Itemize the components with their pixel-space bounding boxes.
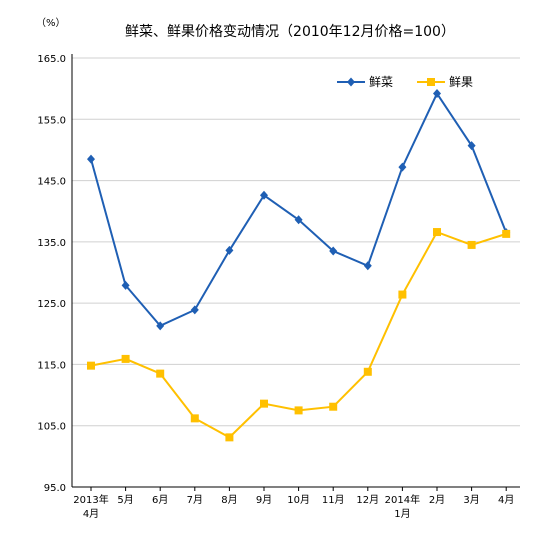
data-point <box>121 280 130 290</box>
data-point <box>294 406 303 415</box>
data-point <box>363 261 372 271</box>
data-point <box>502 229 511 238</box>
data-point <box>467 141 476 151</box>
series-1 <box>87 89 511 331</box>
x-tick-label: 5月 <box>117 494 133 506</box>
data-point <box>467 240 476 249</box>
x-tick-label: 2月 <box>429 494 445 506</box>
y-tick-label: 115.0 <box>37 360 66 371</box>
x-tick-label: 10月 <box>287 494 310 506</box>
y-unit-label: （%） <box>36 17 66 29</box>
x-tick-label: 9月 <box>256 494 272 506</box>
y-tick-label: 105.0 <box>37 422 66 433</box>
legend-label: 鲜菜 <box>369 75 393 89</box>
data-point <box>156 321 165 331</box>
legend-item-1: 鲜菜 <box>337 75 393 89</box>
data-point <box>260 399 268 408</box>
data-point <box>156 369 165 378</box>
axes: 95.0 105.0 115.0 125.0 135.0 145.0 155.0 165.0 2… <box>37 54 520 520</box>
x-tick-label: 8月 <box>221 494 237 506</box>
data-point <box>190 414 199 423</box>
x-tick-label: 6月 <box>152 494 168 506</box>
x-tick-label: 12月 <box>356 494 379 506</box>
data-point <box>260 190 268 200</box>
y-tick-label: 125.0 <box>37 299 66 310</box>
legend-item-2: 鲜果 <box>417 75 473 89</box>
series-group <box>87 89 511 442</box>
data-point <box>87 361 95 370</box>
y-tick-label: 95.0 <box>44 483 66 494</box>
data-point <box>294 215 303 225</box>
gridlines <box>72 57 520 427</box>
y-tick-label: 145.0 <box>37 177 66 188</box>
data-point <box>398 290 407 299</box>
x-tick-label: 2014年 1月 <box>385 493 420 520</box>
x-tick-label: 11月 <box>322 494 345 506</box>
y-tick-label: 155.0 <box>37 115 66 126</box>
data-point <box>329 402 338 411</box>
data-point <box>433 228 441 237</box>
data-point <box>190 305 199 315</box>
data-point <box>329 246 338 256</box>
data-point <box>398 162 407 172</box>
chart-title: 鲜菜、鲜果价格变动情况（2010年12月价格=100） <box>125 24 455 40</box>
data-point <box>433 89 441 99</box>
data-point <box>87 154 95 164</box>
x-tick-label: 2013年 4月 <box>73 493 108 520</box>
y-tick-label: 135.0 <box>37 238 66 249</box>
series-line <box>90 91 508 328</box>
data-point <box>225 245 234 255</box>
legend-label: 鲜果 <box>449 75 473 89</box>
legend-swatch-marker <box>427 78 435 86</box>
legend: 鲜菜 鲜果 <box>337 75 473 89</box>
x-tick-label: 7月 <box>187 494 203 506</box>
data-point <box>121 354 130 363</box>
data-point <box>363 367 372 376</box>
legend-swatch-marker <box>347 77 355 87</box>
y-tick-label: 165.0 <box>37 54 66 65</box>
x-tick-label: 4月 <box>498 494 514 506</box>
data-point <box>225 433 234 442</box>
x-tick-label: 3月 <box>463 494 479 506</box>
series-2 <box>87 228 511 442</box>
